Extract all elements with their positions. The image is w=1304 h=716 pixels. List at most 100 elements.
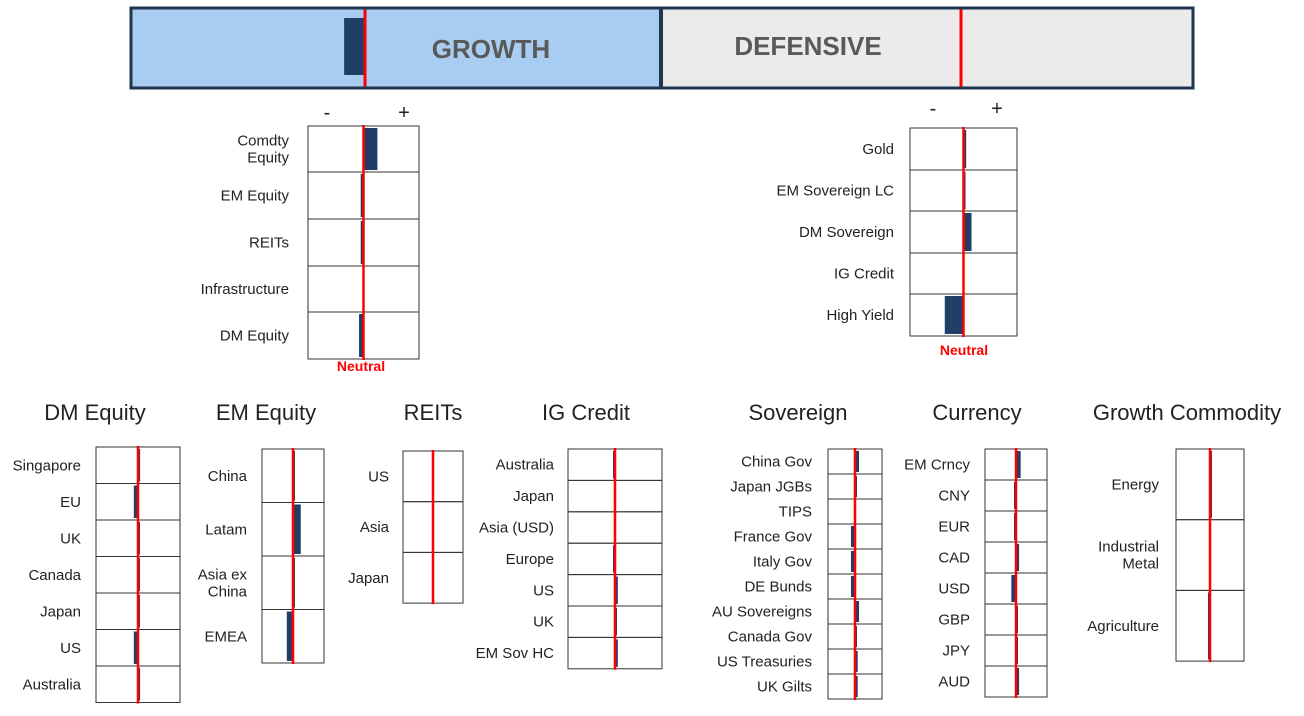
growth-category-label: Infrastructure — [201, 281, 289, 298]
ig-credit-category-label: US — [533, 582, 554, 599]
sovereign-bar — [855, 601, 860, 622]
dm-equity-category-label: US — [60, 640, 81, 657]
sovereign-bar — [855, 451, 860, 472]
em-equity-category-label: Asia ex China — [198, 566, 248, 600]
currency-bar — [1011, 575, 1016, 602]
sovereign-bar — [855, 651, 858, 672]
panel-reits: REITs US Asia Japan — [348, 400, 464, 605]
growth-bar — [359, 314, 364, 357]
growth-bar — [363, 128, 378, 170]
dm-equity-category-label: Canada — [28, 567, 81, 584]
currency-bar — [1016, 451, 1021, 478]
defensive-bar — [963, 130, 967, 168]
panel-growth-commodity: Growth Commodity Energy Industrial Metal Agr… — [1087, 400, 1281, 663]
sovereign-bar — [855, 676, 858, 697]
banner-frame — [129, 6, 1195, 90]
defensive-minus-marker: - — [930, 98, 937, 120]
defensive-bar — [963, 213, 972, 251]
growth-category-label: DM Equity — [220, 328, 290, 345]
growth-neutral-label: Neutral — [337, 358, 385, 374]
ig-credit-category-label: UK — [533, 614, 554, 631]
panel-ig-credit: IG Credit Australia Japan Asia (USD) Europe U… — [476, 400, 663, 670]
currency-category-label: JPY — [942, 643, 970, 660]
growth-plus-marker: + — [398, 102, 410, 124]
panels: Comdty Equity EM Equity REITs Infrastructure… — [13, 125, 1281, 704]
sovereign-category-label: US Treasuries — [717, 654, 812, 671]
defensive-bar — [944, 296, 964, 334]
growth-commodity-category-label: Agriculture — [1087, 618, 1159, 635]
sovereign-category-label: AU Sovereigns — [712, 604, 812, 621]
growth-minus-marker: - — [324, 102, 331, 124]
growth-commodity-title: Growth Commodity — [1093, 400, 1281, 425]
panel-growth: Comdty Equity EM Equity REITs Infrastructure… — [201, 125, 420, 360]
reits-category-label: US — [368, 468, 389, 485]
em-equity-category-label: EMEA — [204, 628, 247, 645]
panel-defensive: Gold EM Sovereign LC DM Sovereign IG Credit… — [776, 127, 1018, 337]
defensive-category-label: Gold — [862, 141, 894, 158]
currency-category-label: CAD — [938, 550, 970, 567]
defensive-category-label: DM Sovereign — [799, 224, 894, 241]
growth-category-label: Comdty Equity — [237, 133, 289, 167]
em-equity-category-label: Latam — [205, 521, 247, 538]
currency-category-label: AUD — [938, 674, 970, 691]
ig-credit-title: IG Credit — [542, 400, 630, 425]
panel-dm-equity: DM Equity Singapore EU UK Canada Japan US Austr… — [13, 400, 181, 704]
growth-commodity-category-label: Industrial Metal — [1098, 539, 1159, 573]
sovereign-category-label: TIPS — [779, 504, 812, 521]
dm-equity-category-label: Japan — [40, 603, 81, 620]
currency-category-label: GBP — [938, 612, 970, 629]
sovereign-category-label: France Gov — [734, 529, 813, 546]
sovereign-category-label: Italy Gov — [753, 554, 813, 571]
growth-label: GROWTH — [432, 34, 550, 64]
sovereign-bar — [850, 551, 855, 572]
sovereign-category-label: DE Bunds — [744, 579, 812, 596]
currency-category-label: EM Crncy — [904, 457, 970, 474]
currency-bar — [1016, 668, 1020, 695]
dm-equity-title: DM Equity — [44, 400, 145, 425]
sovereign-title: Sovereign — [748, 400, 847, 425]
dm-equity-bar — [133, 631, 138, 664]
ig-credit-category-label: EM Sov HC — [476, 645, 555, 662]
defensive-category-label: EM Sovereign LC — [776, 183, 894, 200]
defensive-category-label: High Yield — [826, 307, 894, 324]
panel-em-equity: EM Equity China Latam Asia ex China EMEA — [198, 400, 325, 664]
em-equity-bar — [293, 504, 301, 554]
growth-bar — [360, 221, 364, 264]
currency-category-label: CNY — [938, 488, 970, 505]
em-equity-title: EM Equity — [216, 400, 316, 425]
sovereign-bar — [850, 526, 855, 547]
reits-title: REITs — [404, 400, 463, 425]
growth-bar — [360, 174, 364, 217]
sovereign-category-label: UK Gilts — [757, 679, 812, 696]
dm-equity-category-label: EU — [60, 494, 81, 511]
currency-title: Currency — [932, 400, 1021, 425]
sovereign-category-label: China Gov — [741, 454, 812, 471]
growth-category-label: REITs — [249, 235, 289, 252]
dm-equity-category-label: Australia — [23, 676, 82, 693]
ig-credit-bar — [615, 639, 618, 667]
ig-credit-category-label: Australia — [496, 457, 555, 474]
growth-tilt-bar — [344, 18, 365, 75]
currency-category-label: USD — [938, 581, 970, 598]
growth-commodity-category-label: Energy — [1111, 476, 1159, 493]
sovereign-category-label: Canada Gov — [728, 629, 813, 646]
sovereign-category-label: Japan JGBs — [730, 479, 812, 496]
regime-banner: GROWTH DEFENSIVE — [129, 6, 1195, 90]
ig-credit-bar — [615, 576, 618, 604]
ig-credit-category-label: Asia (USD) — [479, 520, 554, 537]
defensive-plus-marker: + — [991, 98, 1003, 120]
em-equity-category-label: China — [208, 468, 248, 485]
growth-band — [131, 8, 661, 88]
currency-bar — [1016, 544, 1020, 571]
ig-credit-category-label: Europe — [506, 551, 554, 568]
dm-equity-bar — [133, 485, 138, 518]
dm-equity-category-label: UK — [60, 530, 81, 547]
defensive-category-label: IG Credit — [834, 266, 895, 283]
reits-category-label: Japan — [348, 570, 389, 587]
em-equity-bar — [286, 611, 293, 661]
growth-category-label: EM Equity — [221, 188, 290, 205]
defensive-label: DEFENSIVE — [734, 31, 881, 61]
defensive-band — [661, 8, 1193, 88]
panel-sovereign: Sovereign China Gov Japan JGBs TIPS France G… — [712, 400, 883, 700]
